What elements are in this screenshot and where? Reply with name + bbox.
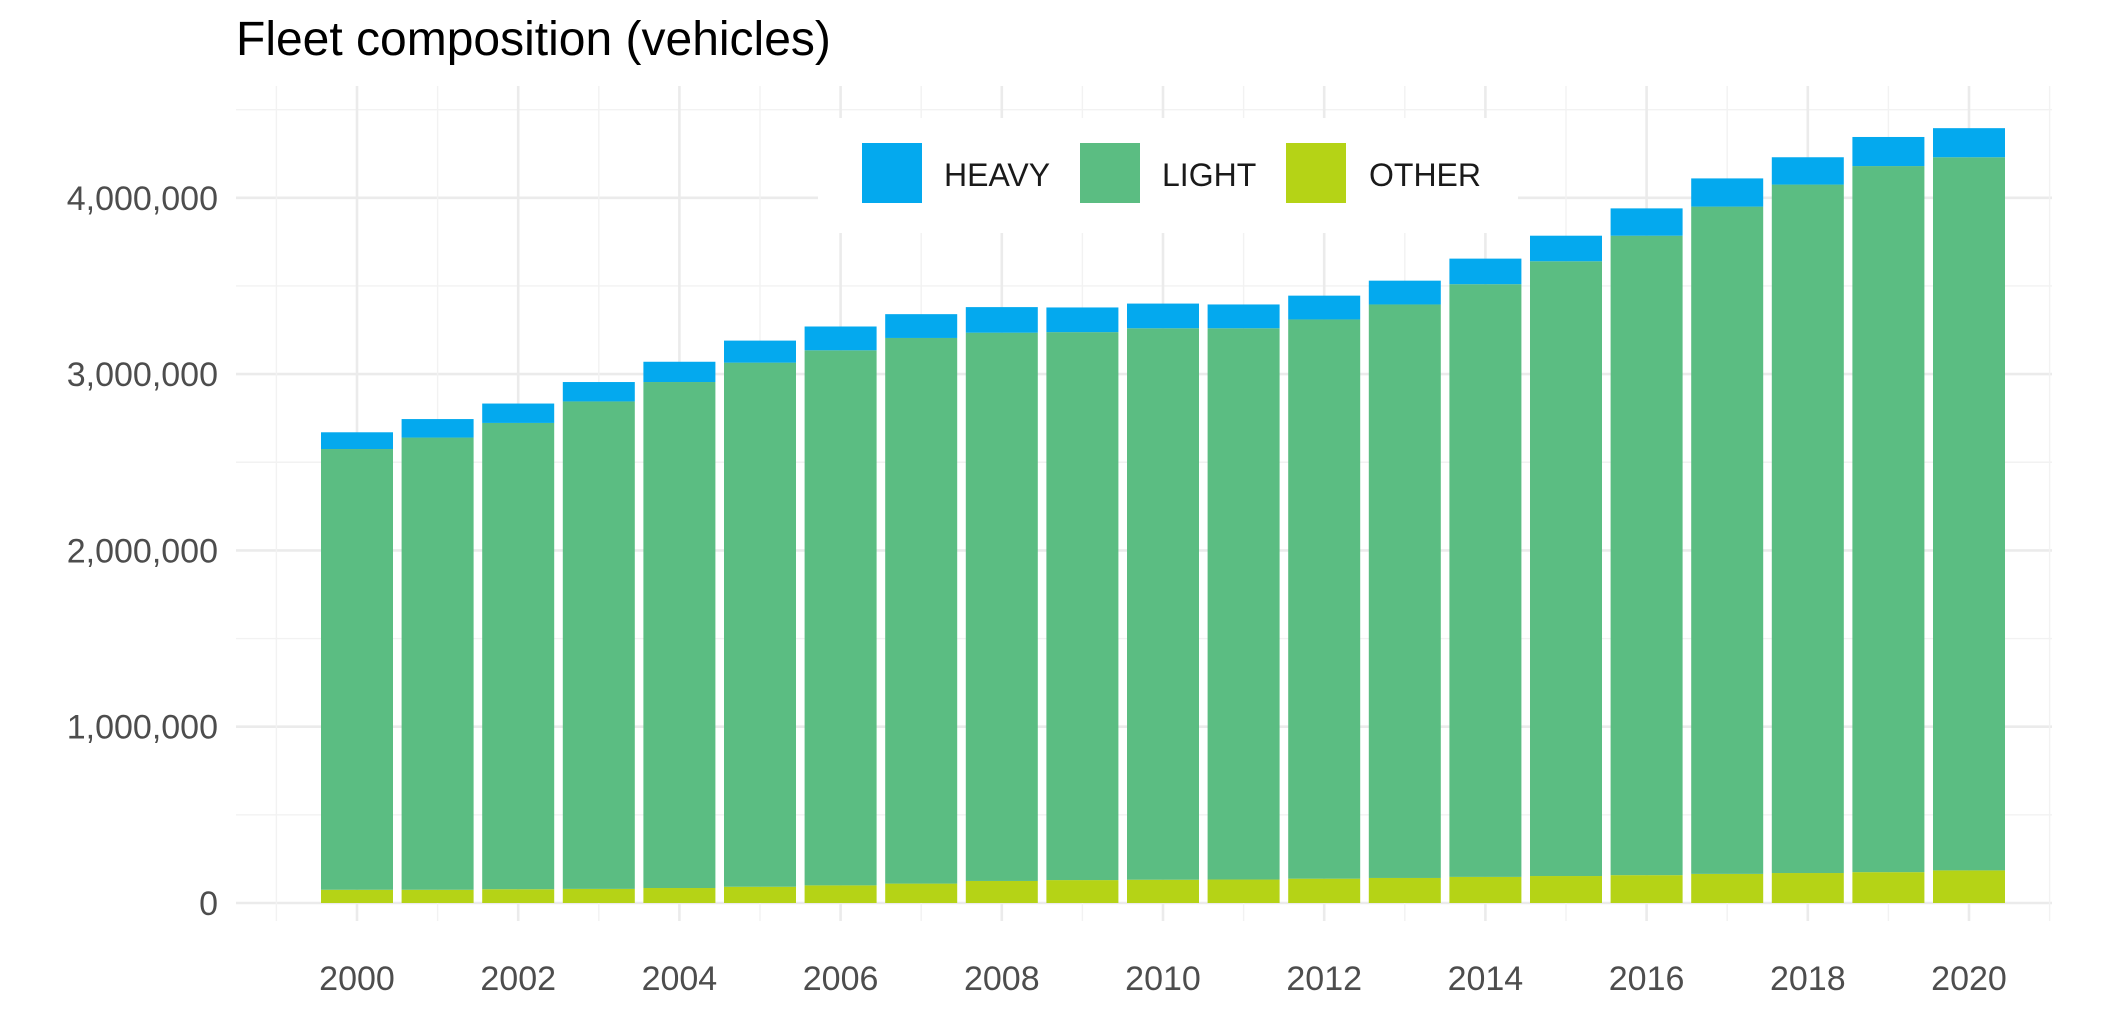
- bar-light-2016: [1610, 235, 1683, 876]
- bar-other-2019: [1852, 872, 1925, 903]
- bar-other-2014: [1449, 876, 1522, 903]
- bar-other-2001: [401, 889, 474, 903]
- x-tick-label: 2000: [319, 960, 395, 998]
- bar-heavy-2002: [482, 403, 555, 423]
- legend-label-other: OTHER: [1369, 157, 1481, 193]
- bar-light-2009: [1046, 332, 1119, 881]
- bar-light-2007: [885, 337, 958, 884]
- bar-heavy-2011: [1207, 304, 1280, 329]
- x-tick-label: 2016: [1609, 960, 1685, 998]
- bar-heavy-2016: [1610, 208, 1683, 236]
- bar-light-2015: [1530, 261, 1602, 877]
- bar-heavy-2008: [965, 307, 1038, 333]
- x-tick-label: 2002: [480, 960, 556, 998]
- bar-heavy-2005: [724, 340, 796, 363]
- x-tick-label: 2010: [1125, 960, 1201, 998]
- bar-heavy-2012: [1288, 295, 1361, 320]
- bar-heavy-2000: [321, 432, 393, 450]
- bar-other-2007: [885, 883, 958, 903]
- bar-other-2002: [482, 889, 555, 903]
- bar-light-2003: [562, 401, 635, 889]
- bar-other-2003: [562, 888, 635, 903]
- bar-heavy-2001: [401, 419, 474, 438]
- bar-other-2016: [1610, 875, 1683, 903]
- bar-light-2006: [804, 350, 877, 886]
- bar-light-2000: [321, 449, 393, 890]
- bar-heavy-2015: [1530, 235, 1602, 262]
- legend-label-heavy: HEAVY: [944, 157, 1050, 193]
- bar-heavy-2009: [1046, 307, 1119, 333]
- bar-heavy-2020: [1933, 128, 2005, 158]
- bar-other-2010: [1127, 879, 1199, 903]
- bar-light-2012: [1288, 319, 1361, 879]
- bar-heavy-2018: [1771, 157, 1844, 185]
- bar-light-2002: [482, 422, 555, 890]
- bar-other-2013: [1368, 877, 1441, 903]
- bar-heavy-2019: [1852, 136, 1925, 167]
- bar-light-2005: [724, 362, 796, 887]
- y-tick-label: 3,000,000: [67, 356, 218, 394]
- bar-light-2020: [1933, 157, 2005, 871]
- bar-light-2017: [1691, 206, 1764, 874]
- bar-heavy-2006: [804, 326, 877, 351]
- bar-other-2000: [321, 889, 393, 903]
- bar-light-2013: [1368, 304, 1441, 878]
- bar-heavy-2003: [562, 382, 635, 402]
- legend-key-other: [1286, 143, 1346, 203]
- bar-other-2005: [724, 886, 796, 903]
- bar-light-2014: [1449, 284, 1522, 877]
- legend: HEAVY LIGHT OTHER: [818, 118, 1518, 233]
- legend-key-light: [1080, 143, 1140, 203]
- bar-heavy-2017: [1691, 178, 1764, 207]
- x-tick-label: 2014: [1448, 960, 1524, 998]
- y-tick-label: 4,000,000: [67, 180, 218, 218]
- y-axis: 0 1,000,000 2,000,000 3,000,000 4,000,000: [67, 180, 218, 923]
- x-tick-label: 2012: [1286, 960, 1362, 998]
- x-axis: 2000 2002 2004 2006 2008 2010 2012 2014 2016 2018…: [319, 960, 2007, 998]
- x-tick-label: 2020: [1931, 960, 2007, 998]
- legend-label-light: LIGHT: [1162, 157, 1256, 193]
- x-tick-label: 2004: [642, 960, 718, 998]
- x-tick-label: 2018: [1770, 960, 1846, 998]
- bar-light-2004: [643, 382, 716, 889]
- chart-title: Fleet composition (vehicles): [236, 13, 831, 66]
- bar-other-2008: [965, 880, 1038, 903]
- bar-heavy-2007: [885, 314, 958, 338]
- bar-other-2017: [1691, 873, 1764, 903]
- bar-heavy-2010: [1127, 303, 1199, 329]
- bar-other-2011: [1207, 879, 1280, 903]
- bar-light-2010: [1127, 328, 1199, 880]
- bar-other-2012: [1288, 878, 1361, 903]
- bar-heavy-2004: [643, 361, 716, 383]
- bars: [321, 128, 2005, 903]
- y-tick-label: 2,000,000: [67, 532, 218, 570]
- bar-other-2020: [1933, 870, 2005, 903]
- bar-heavy-2013: [1368, 280, 1441, 305]
- bar-light-2011: [1207, 328, 1280, 880]
- bar-light-2008: [965, 332, 1038, 881]
- bar-other-2015: [1530, 876, 1602, 903]
- bar-other-2004: [643, 888, 716, 903]
- bar-other-2018: [1771, 873, 1844, 903]
- y-tick-label: 0: [199, 885, 218, 923]
- y-tick-label: 1,000,000: [67, 709, 218, 747]
- bar-light-2019: [1852, 166, 1925, 873]
- bar-other-2009: [1046, 880, 1119, 903]
- bar-light-2001: [401, 437, 474, 890]
- bar-other-2006: [804, 885, 877, 903]
- bar-light-2018: [1771, 184, 1844, 874]
- legend-key-heavy: [862, 143, 922, 203]
- x-tick-label: 2006: [803, 960, 879, 998]
- x-tick-label: 2008: [964, 960, 1040, 998]
- legend-background: [818, 118, 1518, 233]
- bar-heavy-2014: [1449, 258, 1522, 285]
